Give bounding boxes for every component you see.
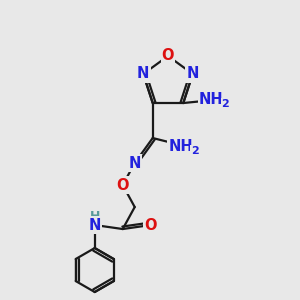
Text: O: O: [116, 178, 129, 193]
Text: NH: NH: [199, 92, 224, 106]
Text: H: H: [89, 209, 100, 223]
Text: N: N: [128, 155, 141, 170]
Text: N: N: [187, 67, 199, 82]
Text: NH: NH: [168, 139, 193, 154]
Text: N: N: [137, 67, 149, 82]
Text: O: O: [145, 218, 157, 232]
Text: 2: 2: [221, 99, 229, 109]
Text: N: N: [88, 218, 101, 232]
Text: O: O: [162, 49, 174, 64]
Text: 2: 2: [191, 146, 199, 156]
